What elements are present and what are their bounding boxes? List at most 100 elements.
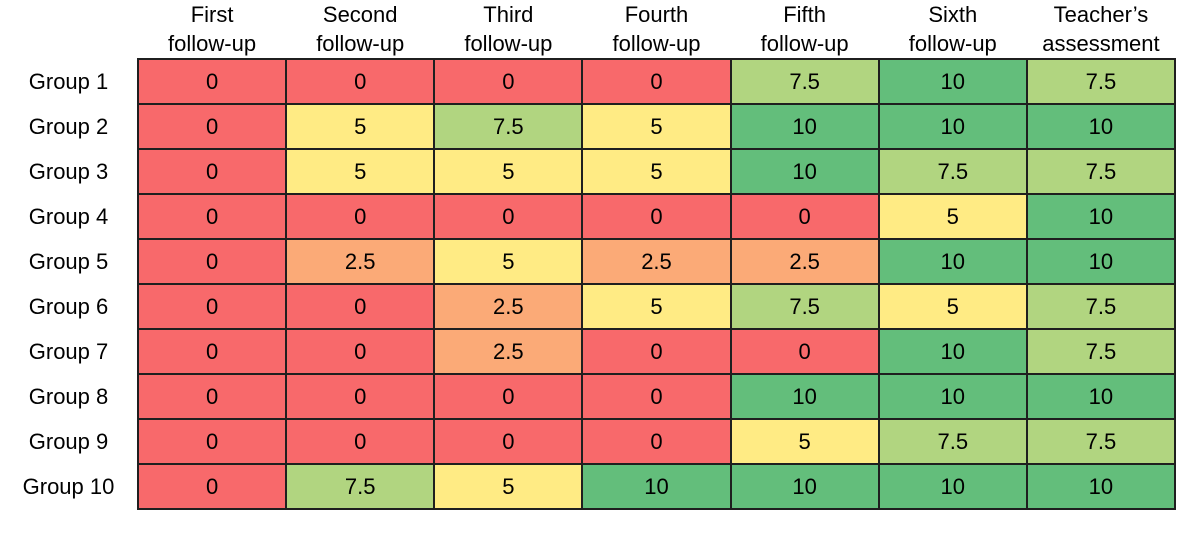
heatmap-cell-r2-c6: 10: [877, 103, 1028, 150]
heatmap-cell-r9-c6: 7.5: [877, 418, 1028, 465]
heatmap-cell-r5-c1: 0: [136, 238, 288, 285]
table-row-group-6: Group 6 0 0 2.5 5 7.5 5 7.5: [0, 283, 1177, 330]
heatmap-cell-r10-c3: 5: [433, 463, 584, 510]
row-label-group-3: Group 3: [28, 158, 109, 184]
heatmap-cell-r5-c3: 5: [433, 238, 584, 285]
heatmap-cell-r5-c5: 2.5: [729, 238, 880, 285]
row-label-group-9: Group 9: [28, 428, 109, 454]
heatmap-table: First follow-up Second follow-up Third fol…: [0, 0, 1177, 510]
heatmap-cell-r6-c5: 7.5: [729, 283, 880, 330]
table-row-group-10: Group 10 0 7.5 5 10 10 10 10: [0, 463, 1177, 510]
heatmap-cell-r9-c5: 5: [729, 418, 880, 465]
heatmap-cell-r5-c7: 10: [1025, 238, 1177, 285]
corner-cell: [0, 0, 138, 59]
heatmap-cell-r1-c6: 10: [877, 58, 1028, 105]
heatmap-cell-r6-c7: 7.5: [1025, 283, 1177, 330]
heatmap-cell-r8-c6: 10: [877, 373, 1028, 420]
heatmap-cell-r4-c3: 0: [433, 193, 584, 240]
heatmap-cell-r6-c4: 5: [581, 283, 732, 330]
heatmap-cell-r4-c1: 0: [136, 193, 288, 240]
heatmap-cell-r7-c5: 0: [729, 328, 880, 375]
heatmap-cell-r2-c5: 10: [729, 103, 880, 150]
heatmap-cell-r9-c4: 0: [581, 418, 732, 465]
heatmap-cell-r8-c1: 0: [136, 373, 288, 420]
heatmap-cell-r8-c3: 0: [433, 373, 584, 420]
heatmap-cell-r9-c2: 0: [285, 418, 436, 465]
row-label-group-8: Group 8: [28, 383, 109, 409]
row-label-group-2: Group 2: [28, 113, 109, 139]
heatmap-cell-r8-c4: 0: [581, 373, 732, 420]
table-row-group-3: Group 3 0 5 5 5 10 7.5 7.5: [0, 148, 1177, 195]
heatmap-cell-r2-c7: 10: [1025, 103, 1177, 150]
heatmap-header: First follow-up Second follow-up Third fol…: [0, 0, 1175, 59]
heatmap-cell-r8-c7: 10: [1025, 373, 1177, 420]
heatmap-cell-r9-c3: 0: [433, 418, 584, 465]
column-header-sixth-follow-up: Sixth follow-up: [908, 2, 997, 56]
heatmap-cell-r7-c4: 0: [581, 328, 732, 375]
heatmap-cell-r10-c6: 10: [877, 463, 1028, 510]
row-label-group-4: Group 4: [28, 203, 109, 229]
heatmap-cell-r7-c6: 10: [877, 328, 1028, 375]
heatmap-cell-r3-c6: 7.5: [877, 148, 1028, 195]
heatmap-cell-r1-c2: 0: [285, 58, 436, 105]
column-header-teacher-s-assessment: Teacher’s assessment: [1042, 2, 1160, 56]
heatmap-cell-r3-c7: 7.5: [1025, 148, 1177, 195]
column-header-fifth-follow-up: Fifth follow-up: [760, 2, 849, 56]
table-row-group-4: Group 4 0 0 0 0 0 5 10: [0, 193, 1177, 240]
heatmap-cell-r4-c2: 0: [285, 193, 436, 240]
heatmap-cell-r7-c7: 7.5: [1025, 328, 1177, 375]
heatmap-cell-r2-c1: 0: [136, 103, 288, 150]
heatmap-cell-r4-c5: 0: [729, 193, 880, 240]
heatmap-cell-r8-c5: 10: [729, 373, 880, 420]
heatmap-cell-r3-c4: 5: [581, 148, 732, 195]
heatmap-cell-r2-c4: 5: [581, 103, 732, 150]
row-label-group-1: Group 1: [28, 68, 109, 94]
column-header-second-follow-up: Second follow-up: [316, 2, 405, 56]
heatmap-cell-r10-c1: 0: [136, 463, 288, 510]
heatmap-cell-r6-c3: 2.5: [433, 283, 584, 330]
heatmap-cell-r8-c2: 0: [285, 373, 436, 420]
heatmap-cell-r4-c7: 10: [1025, 193, 1177, 240]
heatmap-cell-r2-c3: 7.5: [433, 103, 584, 150]
heatmap-cell-r9-c1: 0: [136, 418, 288, 465]
heatmap-cell-r1-c7: 7.5: [1025, 58, 1177, 105]
header-row: First follow-up Second follow-up Third fol…: [0, 0, 1175, 59]
heatmap-cell-r7-c2: 0: [285, 328, 436, 375]
heatmap-cell-r6-c6: 5: [877, 283, 1028, 330]
heatmap-cell-r2-c2: 5: [285, 103, 436, 150]
heatmap-cell-r5-c2: 2.5: [285, 238, 436, 285]
heatmap-cell-r9-c7: 7.5: [1025, 418, 1177, 465]
heatmap-body: Group 1 0 0 0 0 7.5 10 7.5 Group 2 0 5 7.5 5 10 10 10 Gr…: [0, 58, 1177, 510]
heatmap-cell-r4-c4: 0: [581, 193, 732, 240]
heatmap-cell-r7-c3: 2.5: [433, 328, 584, 375]
table-row-group-7: Group 7 0 0 2.5 0 0 10 7.5: [0, 328, 1177, 375]
heatmap-cell-r10-c2: 7.5: [285, 463, 436, 510]
row-label-group-5: Group 5: [28, 248, 109, 274]
heatmap-cell-r1-c3: 0: [433, 58, 584, 105]
row-label-group-7: Group 7: [28, 338, 109, 364]
heatmap-cell-r5-c4: 2.5: [581, 238, 732, 285]
table-row-group-1: Group 1 0 0 0 0 7.5 10 7.5: [0, 58, 1177, 105]
heatmap-cell-r5-c6: 10: [877, 238, 1028, 285]
row-label-group-10: Group 10: [22, 473, 115, 499]
heatmap-cell-r6-c2: 0: [285, 283, 436, 330]
heatmap-cell-r3-c2: 5: [285, 148, 436, 195]
heatmap-cell-r10-c5: 10: [729, 463, 880, 510]
table-row-group-8: Group 8 0 0 0 0 10 10 10: [0, 373, 1177, 420]
heatmap-cell-r3-c3: 5: [433, 148, 584, 195]
heatmap-cell-r1-c1: 0: [136, 58, 288, 105]
table-row-group-2: Group 2 0 5 7.5 5 10 10 10: [0, 103, 1177, 150]
heatmap-cell-r6-c1: 0: [136, 283, 288, 330]
heatmap-cell-r10-c7: 10: [1025, 463, 1177, 510]
heatmap-cell-r3-c5: 10: [729, 148, 880, 195]
column-header-third-follow-up: Third follow-up: [464, 2, 553, 56]
table-row-group-5: Group 5 0 2.5 5 2.5 2.5 10 10: [0, 238, 1177, 285]
row-label-group-6: Group 6: [28, 293, 109, 319]
column-header-fourth-follow-up: Fourth follow-up: [612, 2, 701, 56]
heatmap-cell-r1-c4: 0: [581, 58, 732, 105]
table-row-group-9: Group 9 0 0 0 0 5 7.5 7.5: [0, 418, 1177, 465]
heatmap-cell-r10-c4: 10: [581, 463, 732, 510]
heatmap-cell-r3-c1: 0: [136, 148, 288, 195]
heatmap-cell-r4-c6: 5: [877, 193, 1028, 240]
